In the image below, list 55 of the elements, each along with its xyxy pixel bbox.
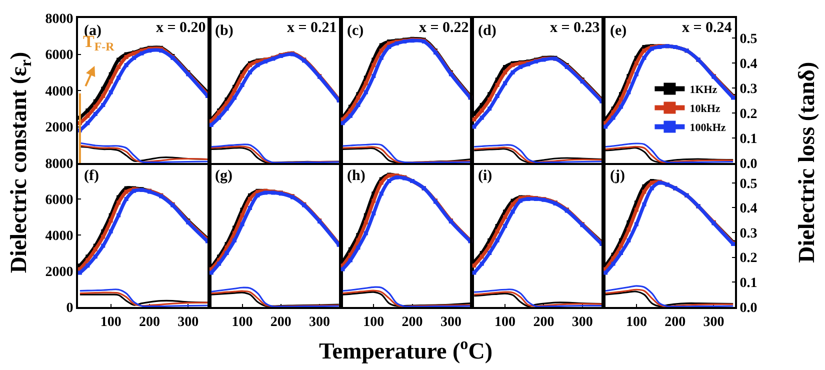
annotation: x = 0.24 bbox=[682, 20, 732, 36]
y-tick-label: 8000 bbox=[45, 12, 74, 27]
annotation: (c) bbox=[347, 23, 364, 39]
y2-axis-title: Dielectric loss (tanδ) bbox=[794, 62, 819, 263]
annotation: (e) bbox=[610, 23, 627, 39]
y-tick-label: 2000 bbox=[45, 264, 74, 280]
x-tick-label: 200 bbox=[402, 314, 423, 330]
legend-label: 100kHz bbox=[690, 122, 726, 134]
y-tick-label: 8000 bbox=[45, 156, 74, 172]
x-tick-label: 300 bbox=[703, 314, 724, 330]
x-tick-label: 100 bbox=[626, 314, 647, 330]
annotation: (d) bbox=[478, 23, 496, 39]
y2-tick-label: 0.0 bbox=[740, 300, 758, 316]
y2-tick-label: 0.5 bbox=[740, 32, 758, 47]
x-tick-label: 200 bbox=[139, 314, 160, 330]
y2-tick-label: 0.5 bbox=[740, 176, 758, 192]
annotation: (j) bbox=[610, 168, 625, 184]
x-tick-label: 300 bbox=[309, 314, 330, 330]
annotation: x = 0.20 bbox=[156, 20, 206, 36]
y-tick-label: 6000 bbox=[45, 48, 74, 64]
y2-tick-label: 0.2 bbox=[740, 251, 758, 266]
annotation: x = 0.22 bbox=[419, 20, 469, 36]
x-tick-label: 300 bbox=[178, 314, 199, 330]
x-tick-label: 300 bbox=[572, 314, 593, 330]
y2-tick-label: 0.4 bbox=[740, 202, 758, 217]
y-tick-label: 2000 bbox=[45, 120, 74, 136]
y2-tick-label: 0.3 bbox=[740, 226, 758, 242]
y2-tick-label: 0.2 bbox=[740, 106, 758, 122]
y-tick-label: 4000 bbox=[45, 84, 74, 100]
x-tick-label: 300 bbox=[440, 314, 462, 330]
x-tick-label: 100 bbox=[100, 314, 122, 330]
annotation: (b) bbox=[215, 23, 234, 39]
annotation: x = 0.21 bbox=[287, 20, 337, 36]
x-tick-label: 200 bbox=[533, 314, 554, 330]
legend-label: 1KHz bbox=[690, 84, 718, 96]
y2-tick-label: 0.1 bbox=[740, 132, 758, 147]
x-axis-title: Temperature ($^{o}$C) bbox=[319, 336, 492, 364]
y2-tick-label: 0.4 bbox=[740, 56, 758, 72]
x-tick-label: 200 bbox=[270, 314, 292, 330]
y2-tick-label: 0.0 bbox=[740, 156, 758, 172]
annotation: (i) bbox=[478, 168, 492, 184]
x-tick-label: 100 bbox=[232, 314, 253, 330]
y-tick-label: 6000 bbox=[45, 192, 74, 208]
y-tick-label: 0 bbox=[66, 300, 74, 316]
annotation: (h) bbox=[347, 168, 366, 184]
y2-tick-label: 0.1 bbox=[740, 276, 758, 292]
y2-tick-label: 0.3 bbox=[740, 82, 758, 97]
x-tick-label: 100 bbox=[363, 314, 384, 330]
y-tick-label: 4000 bbox=[45, 228, 74, 244]
x-tick-label: 100 bbox=[494, 314, 516, 330]
legend-label: 10kHz bbox=[690, 103, 720, 116]
annotation: x = 0.23 bbox=[550, 20, 600, 36]
annotation: (f) bbox=[84, 168, 99, 184]
x-tick-label: 200 bbox=[664, 314, 686, 330]
annotation: (g) bbox=[215, 168, 232, 184]
